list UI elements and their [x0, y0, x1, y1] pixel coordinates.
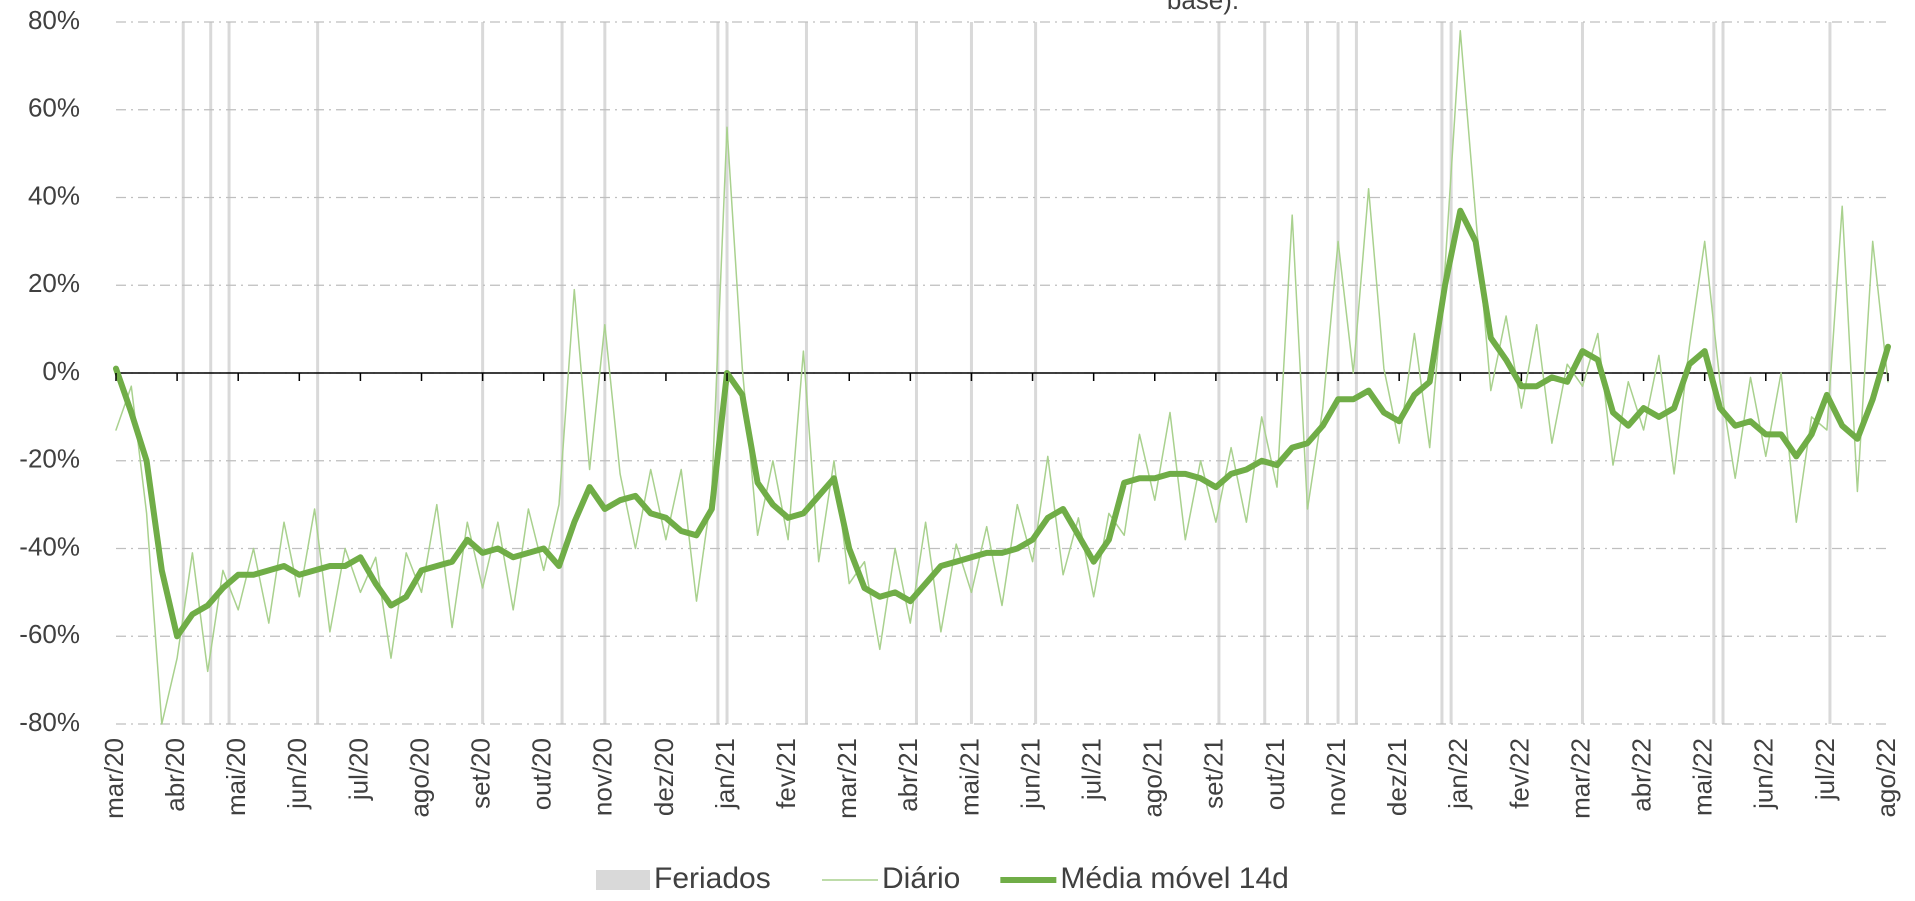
legend: Feriados Diário Média móvel 14d: [596, 862, 1289, 895]
x-tick-label: nov/20: [588, 738, 618, 816]
x-tick-label: jul/22: [1810, 738, 1840, 801]
x-tick-label: out/20: [527, 738, 557, 810]
legend-swatch: [596, 870, 650, 890]
legend-label: Diário: [882, 862, 960, 895]
y-tick-label: 80%: [28, 5, 80, 35]
x-tick-label: ago/20: [404, 738, 434, 818]
legend-label: Média móvel 14d: [1060, 862, 1288, 895]
x-tick-label: set/20: [465, 738, 495, 809]
x-tick-label: jun/21: [1015, 738, 1045, 810]
x-tick-label: jan/21: [710, 738, 740, 810]
y-tick-label: 60%: [28, 93, 80, 123]
x-tick-label: jul/20: [343, 738, 373, 801]
y-tick-label: 20%: [28, 268, 80, 298]
x-tick-label: dez/20: [649, 738, 679, 816]
y-tick-label: 40%: [28, 180, 80, 210]
series-line: [115, 30, 1889, 725]
y-tick-label: -80%: [19, 707, 80, 737]
x-tick-label: set/21: [1199, 738, 1229, 809]
x-tick-label: dez/21: [1382, 738, 1412, 816]
x-tick-label: mai/22: [1688, 738, 1718, 816]
series-line: [113, 207, 1891, 640]
x-tick-label: abr/21: [893, 738, 923, 812]
x-tick-label: ago/21: [1138, 738, 1168, 818]
x-tick-label: nov/21: [1321, 738, 1351, 816]
x-tick-label: jun/20: [282, 738, 312, 810]
x-tick-label: abr/20: [160, 738, 190, 812]
x-tick-label: mai/21: [954, 738, 984, 816]
y-tick-label: -40%: [19, 531, 80, 561]
x-tick-label: mar/22: [1565, 738, 1595, 819]
y-tick-label: 0%: [42, 356, 80, 386]
chart-title: base).: [1167, 0, 1239, 15]
x-tick-label: fev/22: [1504, 738, 1534, 809]
y-tick-label: -20%: [19, 444, 80, 474]
y-tick-label: -60%: [19, 619, 80, 649]
legend-label: Feriados: [654, 862, 771, 895]
x-tick-label: jun/22: [1749, 738, 1779, 810]
x-tick-label: out/21: [1260, 738, 1290, 810]
x-tick-label: mar/21: [832, 738, 862, 819]
x-tick-label: jan/22: [1443, 738, 1473, 810]
x-tick-label: abr/22: [1626, 738, 1656, 812]
x-tick-label: fev/21: [771, 738, 801, 809]
x-tick-label: mai/20: [221, 738, 251, 816]
x-tick-label: ago/22: [1871, 738, 1901, 818]
x-tick-label: jul/21: [1077, 738, 1107, 801]
x-tick-label: mar/20: [99, 738, 129, 819]
